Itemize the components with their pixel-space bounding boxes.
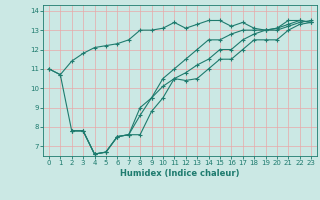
X-axis label: Humidex (Indice chaleur): Humidex (Indice chaleur) (120, 169, 240, 178)
